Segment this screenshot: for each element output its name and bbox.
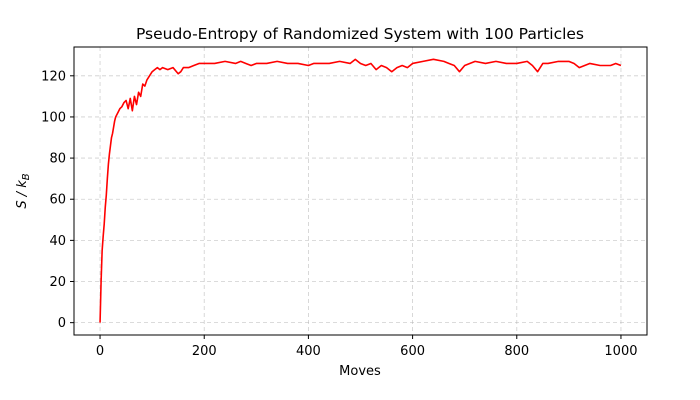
y-tick-label: 100 bbox=[41, 110, 66, 125]
x-tick-label: 800 bbox=[504, 344, 529, 359]
y-axis-label-subscript: B bbox=[21, 173, 32, 180]
y-tick-label: 80 bbox=[49, 152, 66, 167]
chart-title: Pseudo-Entropy of Randomized System with… bbox=[136, 25, 584, 43]
y-axis: 0 20 40 60 80 100 120 bbox=[41, 69, 74, 331]
grid bbox=[74, 47, 647, 335]
x-tick-label: 600 bbox=[400, 344, 425, 359]
y-tick-label: 120 bbox=[41, 69, 66, 84]
series-layer bbox=[99, 58, 622, 323]
x-tick-label: 400 bbox=[296, 344, 321, 359]
y-tick-label: 40 bbox=[49, 234, 66, 249]
y-tick-label: 20 bbox=[49, 275, 66, 290]
x-axis: 0 200 400 600 800 1000 bbox=[96, 335, 638, 359]
y-tick-label: 60 bbox=[49, 193, 66, 208]
x-tick-label: 0 bbox=[96, 344, 104, 359]
y-axis-label: S / kB bbox=[15, 173, 32, 208]
x-tick-label: 1000 bbox=[604, 344, 637, 359]
series-line bbox=[99, 58, 622, 323]
x-tick-label: 200 bbox=[192, 344, 217, 359]
y-axis-label-main: S / k bbox=[15, 180, 30, 209]
plot-frame bbox=[73, 46, 648, 336]
x-axis-label: Moves bbox=[339, 364, 381, 379]
y-tick-label: 0 bbox=[58, 316, 66, 331]
